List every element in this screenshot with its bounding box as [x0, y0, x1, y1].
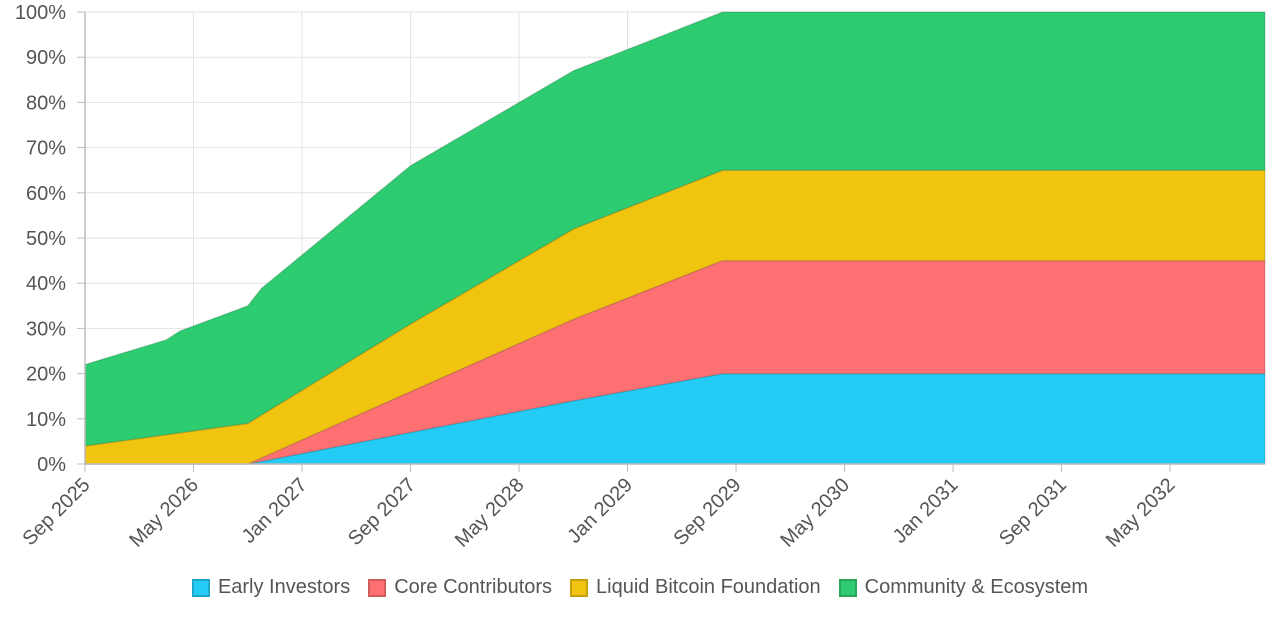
- stacked-area-chart: 0% 10% 20% 30% 40% 50% 60% 70% 80% 90% 100% Sep 20…: [15, 2, 1266, 552]
- y-tick-label: 100%: [15, 2, 66, 24]
- legend-label: Early Investors: [217, 576, 351, 598]
- y-tick-label: 10%: [26, 409, 66, 431]
- legend-item-community-ecosystem[interactable]: Community & Ecosystem: [838, 576, 1089, 599]
- axes: [77, 11, 1265, 472]
- x-tick-label: May 2032: [1102, 474, 1180, 552]
- legend-swatch: [838, 578, 857, 597]
- y-tick-label: 30%: [26, 318, 66, 340]
- x-tick-label: Jan 2029: [563, 474, 637, 548]
- legend-label: Core Contributors: [394, 576, 553, 598]
- legend-item-liquid-bitcoin-foundation[interactable]: Liquid Bitcoin Foundation: [570, 576, 821, 599]
- x-tick-label: May 2026: [125, 474, 203, 552]
- x-tick-label: Sep 2025: [18, 474, 94, 550]
- area-community-ecosystem: [84, 11, 1266, 447]
- y-axis-tick-labels: 0% 10% 20% 30% 40% 50% 60% 70% 80% 90% 100%: [15, 2, 66, 476]
- legend-label: Community & Ecosystem: [864, 576, 1089, 598]
- legend-swatch: [368, 578, 387, 597]
- legend-item-early-investors[interactable]: Early Investors: [191, 576, 351, 599]
- y-tick-label: 80%: [26, 92, 66, 114]
- x-tick-label: Jan 2027: [238, 474, 312, 548]
- y-tick-label: 60%: [26, 183, 66, 205]
- x-tick-label: Sep 2027: [344, 474, 420, 550]
- y-tick-label: 40%: [26, 273, 66, 295]
- y-tick-label: 90%: [26, 47, 66, 69]
- x-tick-label: Sep 2031: [995, 474, 1071, 550]
- legend-swatch: [570, 578, 589, 597]
- x-tick-label: Sep 2029: [669, 474, 745, 550]
- legend-item-core-contributors[interactable]: Core Contributors: [368, 576, 552, 599]
- x-tick-label: Jan 2031: [889, 474, 963, 548]
- y-tick-label: 20%: [26, 364, 66, 386]
- area-series: [84, 11, 1266, 465]
- y-tick-label: 50%: [26, 228, 66, 250]
- x-tick-label: May 2028: [451, 474, 529, 552]
- legend-swatch: [191, 578, 210, 597]
- x-tick-label: May 2030: [776, 474, 854, 552]
- legend-label: Liquid Bitcoin Foundation: [596, 576, 821, 598]
- x-axis-tick-labels: Sep 2025 May 2026 Jan 2027 Sep 2027 May 2028…: [18, 474, 1179, 552]
- y-tick-label: 70%: [26, 138, 66, 160]
- legend: Early Investors Core Contributors Liquid B…: [0, 576, 1280, 599]
- y-tick-label: 0%: [37, 454, 66, 476]
